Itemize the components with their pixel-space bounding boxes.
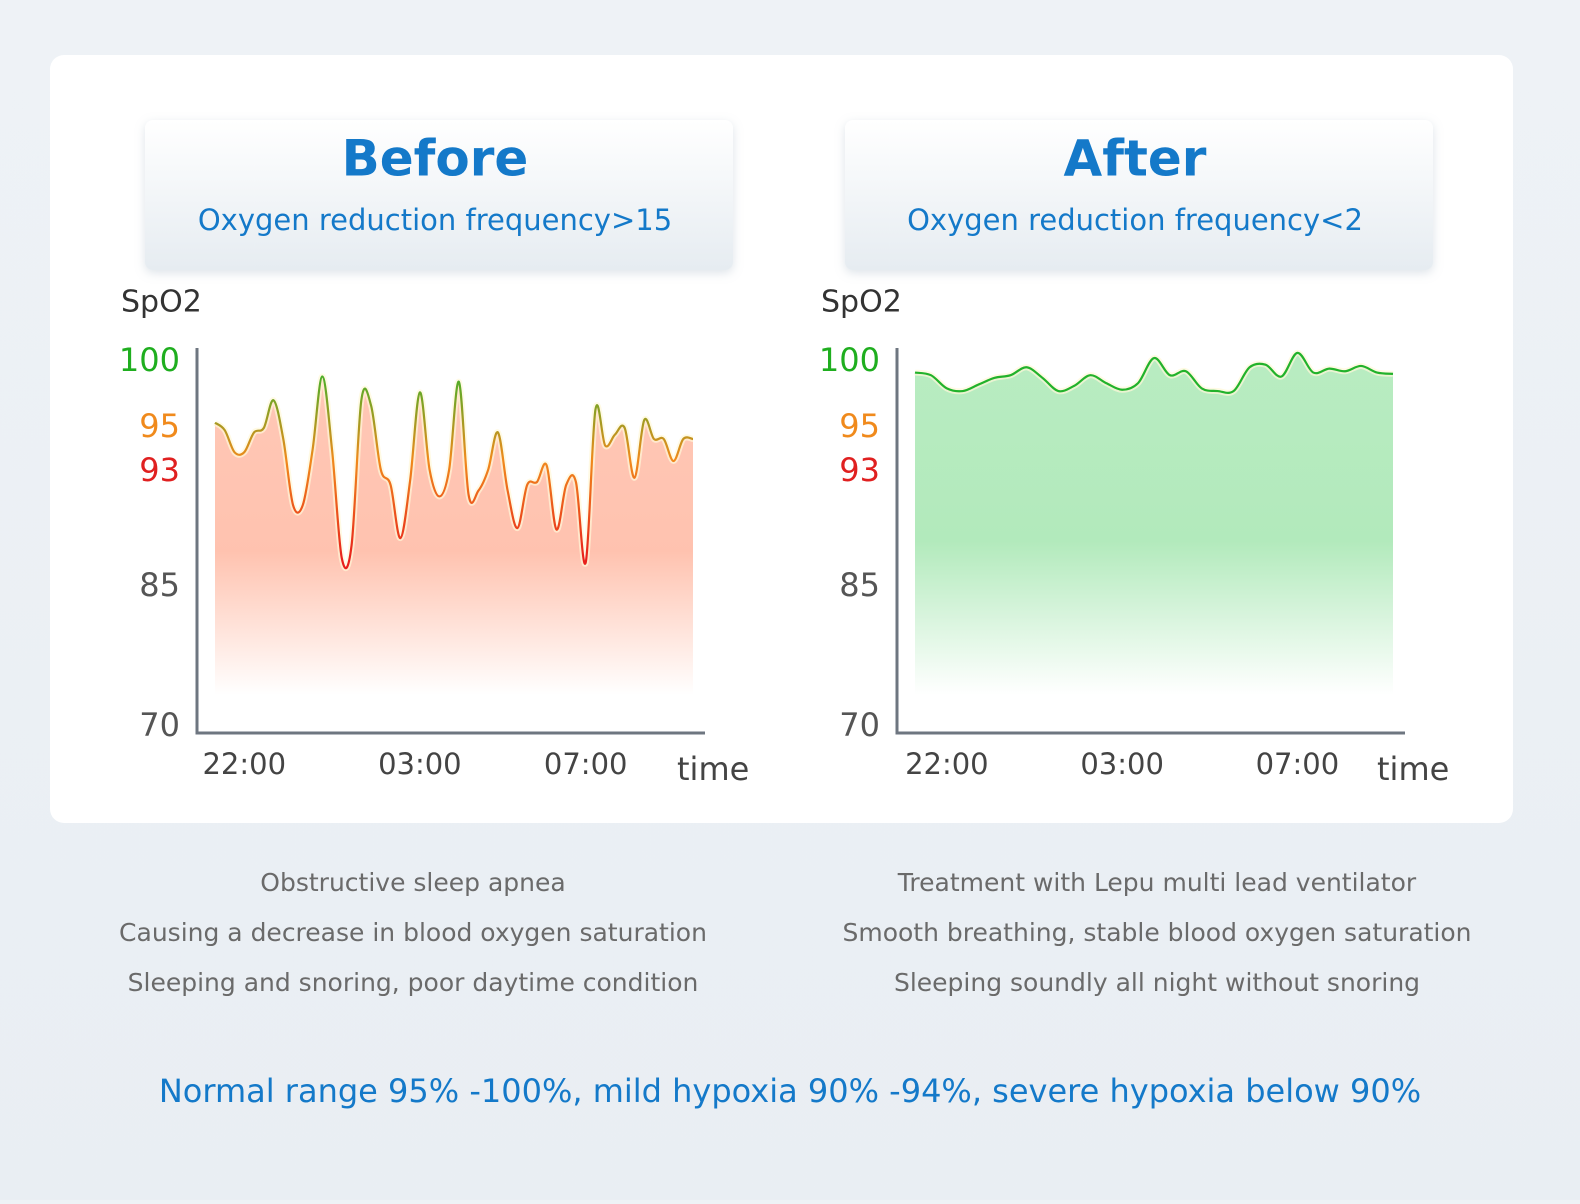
y-tick-label: 100	[819, 341, 880, 379]
header-box	[145, 120, 733, 270]
x-axis-label: time	[677, 750, 749, 788]
y-tick-label: 70	[839, 706, 880, 744]
axes	[895, 348, 1405, 735]
caption: Obstructive sleep apnea	[260, 868, 565, 897]
y-tick-label: 93	[839, 451, 880, 489]
area	[915, 352, 1393, 695]
area	[215, 376, 693, 695]
header-box	[845, 120, 1433, 270]
y-tick-label: 100	[119, 341, 180, 379]
caption: Sleeping and snoring, poor daytime condi…	[128, 968, 699, 997]
caption: Treatment with Lepu multi lead ventilato…	[897, 868, 1417, 897]
y-tick-label: 85	[839, 566, 880, 604]
y-tick-label: 93	[139, 451, 180, 489]
x-tick-label: 07:00	[1256, 747, 1340, 781]
x-tick-label: 03:00	[378, 747, 462, 781]
y-tick-label: 95	[139, 407, 180, 445]
chart-title: Before	[342, 130, 529, 188]
caption: Smooth breathing, stable blood oxygen sa…	[842, 918, 1471, 947]
chart-subtitle: Oxygen reduction frequency<2	[907, 203, 1363, 237]
chart-subtitle: Oxygen reduction frequency>15	[198, 203, 672, 237]
x-tick-label: 07:00	[544, 747, 628, 781]
line	[914, 351, 1394, 394]
x-axis-label: time	[1377, 750, 1449, 788]
footer: Normal range 95% -100%, mild hypoxia 90%…	[159, 1072, 1421, 1110]
caption: Causing a decrease in blood oxygen satur…	[119, 918, 707, 947]
y-tick-label: 95	[839, 407, 880, 445]
axes	[195, 348, 705, 735]
caption: Sleeping soundly all night without snori…	[894, 968, 1420, 997]
y-tick-label: 85	[139, 566, 180, 604]
chart-title: After	[1064, 130, 1207, 188]
y-tick-label: 70	[139, 706, 180, 744]
y-axis-label: SpO2	[121, 285, 202, 320]
x-tick-label: 03:00	[1080, 747, 1164, 781]
y-axis-label: SpO2	[821, 285, 902, 320]
line	[214, 375, 694, 570]
x-tick-label: 22:00	[202, 747, 286, 781]
x-tick-label: 22:00	[905, 747, 989, 781]
